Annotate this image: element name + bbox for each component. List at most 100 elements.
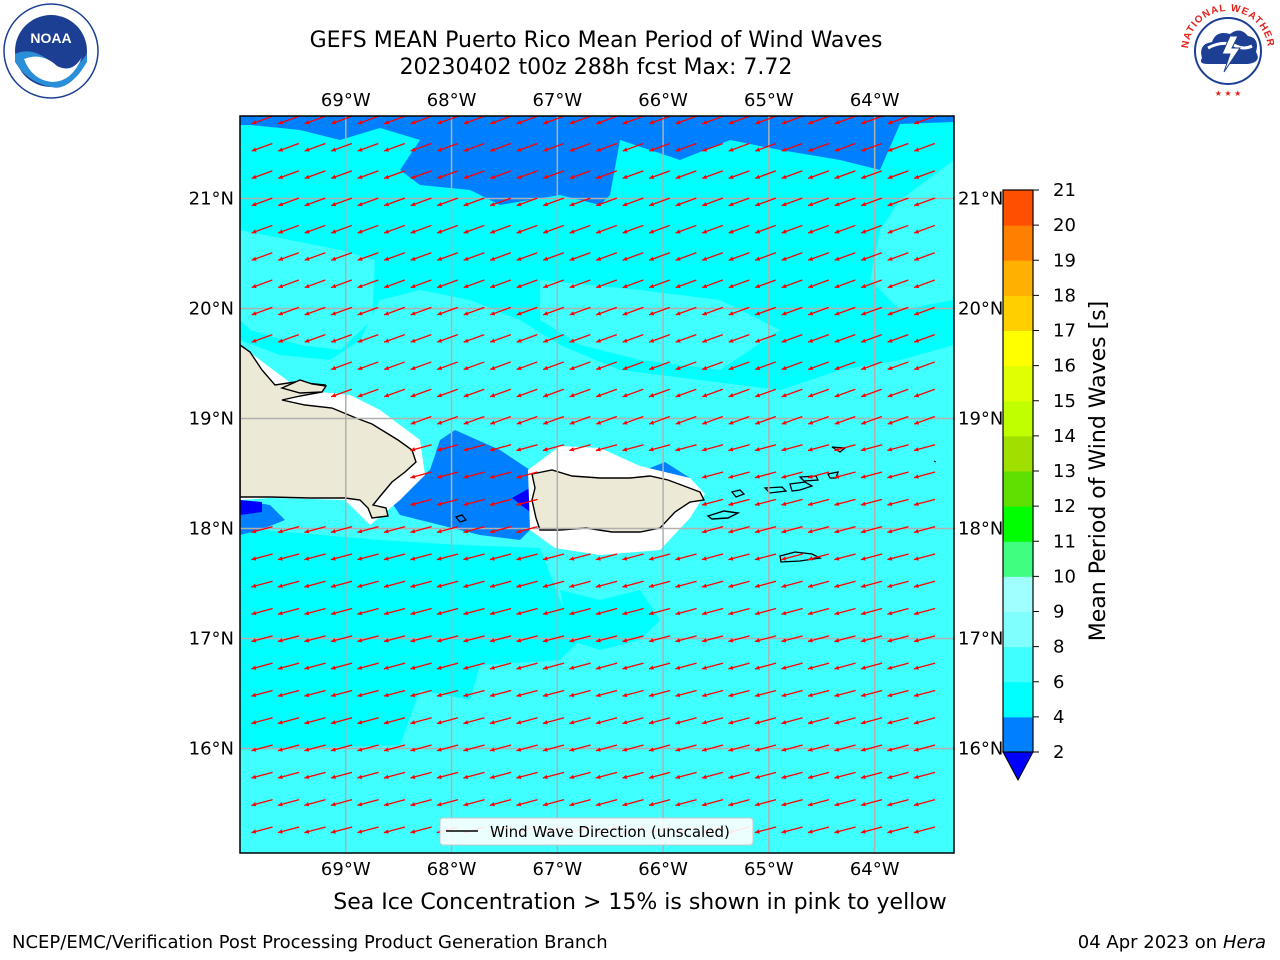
wave-vector-head [330, 720, 336, 725]
wave-vector-head [278, 311, 284, 316]
map-frame [239, 115, 955, 854]
wave-vector-head [596, 256, 602, 261]
wave-vector-head [277, 829, 283, 834]
wave-vector-head [808, 256, 814, 261]
wave-vector-head [834, 420, 840, 425]
wave-vector-head [675, 802, 681, 807]
wave-vector-head [781, 393, 787, 398]
wave-vector-head [569, 338, 575, 343]
wave-vector-head [860, 802, 866, 807]
map-legend: Wind Wave Direction (unscaled) [439, 817, 754, 846]
wave-vector-head [516, 420, 522, 425]
wave-vector-head [702, 256, 708, 261]
wave-vector-head [754, 501, 760, 506]
wave-vector-head [861, 147, 867, 152]
wave-vector-head [755, 202, 761, 207]
wave-vector-head [675, 720, 681, 725]
wave-vector-head [914, 365, 920, 370]
wave-vector-head [781, 720, 787, 725]
wave-vector-head [675, 420, 681, 425]
wave-vector-head [437, 420, 443, 425]
wave-vector-head [277, 802, 283, 807]
wave-vector-head [754, 583, 760, 588]
wave-vector-head [410, 747, 416, 752]
wave-vector-head [755, 420, 761, 425]
wave-vector-head [331, 120, 337, 125]
wave-vector-head [675, 393, 681, 398]
wave-vector-head [357, 147, 363, 152]
wave-vector-head [622, 692, 628, 698]
wave-vector-head [489, 583, 495, 588]
colorbar-segment [1003, 330, 1033, 367]
colorbar-tick-label: 11 [1053, 531, 1076, 552]
gridlines [240, 116, 954, 853]
wave-vector-head [436, 447, 442, 452]
wave-vector-head [331, 174, 337, 179]
footer-date: 04 Apr 2023 on Hera [1078, 932, 1266, 953]
wave-vector-head [754, 774, 760, 779]
wave-vector-head [701, 501, 707, 506]
wave-vector-head [331, 393, 337, 398]
wave-vector-head [596, 147, 602, 152]
wave-vector-head [542, 583, 548, 588]
wave-vector-head [251, 774, 257, 779]
wave-vector-head [860, 610, 866, 616]
wave-vector-head [648, 747, 654, 752]
wave-vector-head [490, 338, 496, 343]
wave-vector-head [834, 447, 840, 452]
wave-vector-head [463, 774, 469, 779]
wave-vector-head [330, 774, 336, 779]
wave-vector-head [595, 638, 601, 643]
wave-vector-head [914, 420, 920, 425]
lon-label-bottom: 68°W [427, 859, 477, 880]
wave-vector-head [781, 365, 787, 370]
wave-vector-head [277, 774, 283, 779]
wave-vector-head [834, 529, 840, 534]
lon-label-top: 65°W [744, 90, 794, 111]
wave-vector-head [251, 638, 257, 643]
wave-vector-head [755, 120, 761, 125]
wave-vector-head [542, 610, 548, 616]
colorbar-tick-label: 10 [1053, 566, 1076, 587]
land-puerto-rico [531, 469, 706, 533]
wave-vector-head [648, 638, 654, 643]
colorbar-segment [1003, 716, 1033, 753]
wave-vector-head [675, 774, 681, 779]
wave-vector-head [622, 202, 628, 207]
colorbar-segment [1003, 541, 1033, 577]
wave-vector-head [622, 174, 628, 179]
wave-vector-head [675, 229, 681, 234]
wave-vector-head [357, 365, 363, 370]
wave-vector-head [410, 256, 416, 261]
wave-vector-head [675, 747, 681, 752]
wave-vector-head [887, 256, 893, 261]
wave-vector-head [808, 393, 814, 398]
wave-vector-head [887, 583, 893, 588]
wave-vector-head [781, 583, 787, 588]
field-layer [240, 116, 954, 853]
wave-vector-head [754, 747, 760, 752]
lon-label-bottom: 69°W [321, 859, 371, 880]
wave-vector-head [543, 256, 549, 261]
wave-vector-head [807, 556, 813, 561]
wave-vector-head [383, 529, 389, 534]
wave-vector-head [569, 747, 575, 752]
wave-vector-head [383, 747, 389, 752]
lat-label-right: 18°N [958, 519, 1003, 540]
footer-branch: NCEP/EMC/Verification Post Processing Pr… [12, 932, 608, 953]
wave-vector-head [542, 556, 548, 561]
wave-vector-head [755, 174, 761, 179]
sea-ice-caption: Sea Ice Concentration > 15% is shown in … [333, 890, 947, 915]
field-2-4-north [240, 116, 954, 205]
wave-vector-head [251, 829, 257, 834]
wave-vector-head [887, 365, 893, 370]
wave-vector-head [914, 338, 920, 343]
wave-vector-head [755, 365, 761, 370]
wave-vector-head [887, 338, 893, 343]
wave-vector-head [516, 720, 522, 725]
wave-vector-head [542, 802, 548, 807]
wave-vector-head [569, 665, 575, 670]
wave-vector-head [410, 556, 416, 561]
wave-vector-head [675, 338, 681, 343]
lon-label-top: 67°W [532, 90, 582, 111]
